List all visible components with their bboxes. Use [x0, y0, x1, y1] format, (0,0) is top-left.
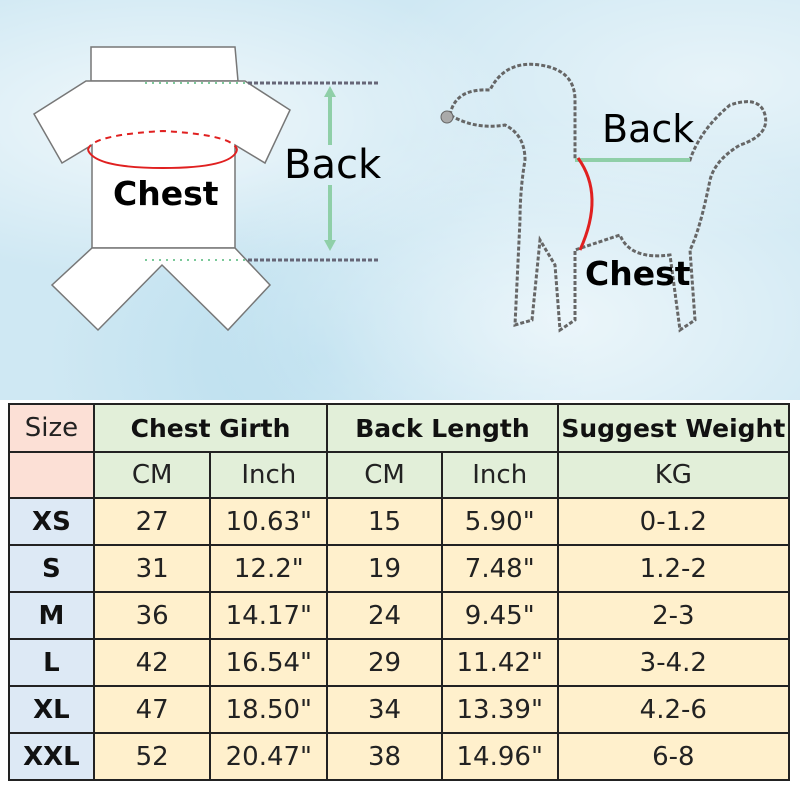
back-in-cell: 14.96": [440, 732, 559, 781]
weight-cell: 6-8: [556, 732, 791, 781]
back-in-cell: 11.42": [440, 638, 559, 687]
size-cell: XL: [8, 685, 95, 734]
weight-cell: 4.2-6: [556, 685, 791, 734]
back-length-header: Back Length: [326, 403, 559, 453]
back-in-cell: 7.48": [440, 544, 559, 593]
garment-diagram: Chest Back: [32, 46, 382, 332]
size-chart-table: Size Chest Girth Back Length Suggest Wei…: [8, 403, 791, 781]
garment-back-label: Back: [284, 142, 382, 188]
back-cm-cell: 19: [326, 544, 443, 593]
measurement-diagrams: Chest Back Back Chest: [32, 46, 768, 333]
size-cell: XXL: [8, 732, 95, 781]
chest-in-cell: 16.54": [209, 638, 329, 687]
chest-in-cell: 20.47": [209, 732, 329, 781]
dog-chest-label: Chest: [585, 254, 691, 293]
back-cm-cell: 15: [326, 497, 443, 546]
unit-header: CM: [92, 451, 212, 499]
chest-in-cell: 18.50": [209, 685, 329, 734]
chest-cm-cell: 27: [92, 497, 212, 546]
chest-cm-cell: 52: [92, 732, 212, 781]
table-row: L 42 16.54" 29 11.42" 3-4.2: [8, 638, 791, 687]
back-in-cell: 13.39": [440, 685, 559, 734]
chest-cm-cell: 31: [92, 544, 212, 593]
table-row: XS 27 10.63" 15 5.90" 0-1.2: [8, 497, 791, 546]
dog-back-label: Back: [602, 107, 694, 151]
size-header: Size: [8, 403, 95, 453]
table-row: M 36 14.17" 24 9.45" 2-3: [8, 591, 791, 640]
size-header-blank: [8, 451, 95, 499]
group-header-row: Size Chest Girth Back Length Suggest Wei…: [8, 403, 791, 453]
chest-in-cell: 10.63": [209, 497, 329, 546]
size-cell: S: [8, 544, 95, 593]
back-cm-cell: 38: [326, 732, 443, 781]
weight-cell: 2-3: [556, 591, 791, 640]
unit-header: Inch: [209, 451, 329, 499]
garment-chest-label: Chest: [113, 174, 219, 213]
unit-header: KG: [556, 451, 791, 499]
back-in-cell: 5.90": [440, 497, 559, 546]
chest-in-cell: 14.17": [209, 591, 329, 640]
size-cell: L: [8, 638, 95, 687]
weight-cell: 1.2-2: [556, 544, 791, 593]
back-in-cell: 9.45": [440, 591, 559, 640]
size-cell: XS: [8, 497, 95, 546]
chest-girth-header: Chest Girth: [92, 403, 329, 453]
unit-header: CM: [326, 451, 443, 499]
table-row: XL 47 18.50" 34 13.39" 4.2-6: [8, 685, 791, 734]
suggest-weight-header: Suggest Weight: [556, 403, 791, 453]
size-cell: M: [8, 591, 95, 640]
dog-diagram: Back Chest: [440, 62, 768, 333]
weight-cell: 3-4.2: [556, 638, 791, 687]
unit-header-row: CM Inch CM Inch KG: [8, 451, 791, 499]
table-row: S 31 12.2" 19 7.48" 1.2-2: [8, 544, 791, 593]
back-arrow: [324, 86, 336, 251]
table-row: XXL 52 20.47" 38 14.96" 6-8: [8, 732, 791, 781]
chest-cm-cell: 42: [92, 638, 212, 687]
back-cm-cell: 34: [326, 685, 443, 734]
back-cm-cell: 24: [326, 591, 443, 640]
weight-cell: 0-1.2: [556, 497, 791, 546]
back-cm-cell: 29: [326, 638, 443, 687]
unit-header: Inch: [440, 451, 559, 499]
chest-cm-cell: 47: [92, 685, 212, 734]
chest-cm-cell: 36: [92, 591, 212, 640]
chest-in-cell: 12.2": [209, 544, 329, 593]
